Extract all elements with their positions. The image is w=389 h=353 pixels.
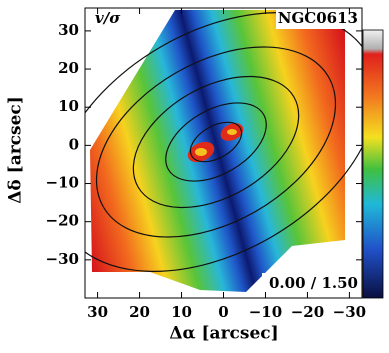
map (85, 10, 362, 292)
nucleus (195, 148, 207, 156)
title-background (276, 9, 361, 29)
y-tick-label: 30 (58, 21, 79, 39)
x-tick-label: 20 (129, 303, 150, 321)
label-background (262, 273, 361, 295)
x-axis-label: Δα [arcsec] (169, 324, 278, 344)
contours (85, 12, 362, 272)
x-tick-label: 30 (87, 303, 108, 321)
x-tick-label: 10 (171, 303, 192, 321)
x-tick-label: −30 (333, 303, 366, 321)
chart-title: NGC0613 (278, 9, 358, 27)
colorbar (362, 29, 384, 299)
y-tick-label: 0 (69, 135, 79, 153)
y-tick-label: 10 (58, 97, 79, 115)
nucleus (227, 129, 237, 135)
y-axis-label: Δδ [arcsec] (6, 96, 26, 204)
y-tick-label: −10 (46, 174, 79, 192)
x-tick-label: −20 (291, 303, 324, 321)
y-tick-label: −20 (46, 212, 79, 230)
x-tick-label: 0 (218, 303, 228, 321)
velocity-field (90, 10, 345, 292)
y-tick-label: −30 (46, 250, 79, 268)
quantity-label: v/σ (95, 9, 121, 27)
y-tick-label: 20 (58, 59, 79, 77)
x-tick-label: −10 (249, 303, 282, 321)
colorbar-label: 0.00 / 1.50 (269, 274, 358, 292)
